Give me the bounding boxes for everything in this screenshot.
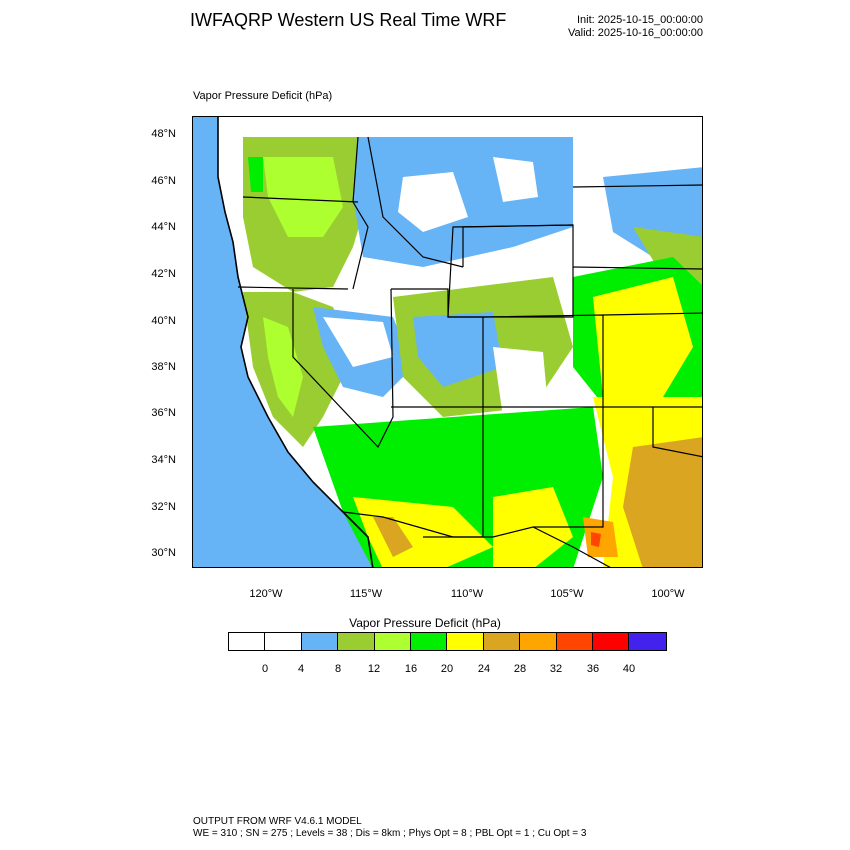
pacific-ocean <box>193 117 373 567</box>
lon-label-110w: 110°W <box>450 588 484 600</box>
footer-model-line: OUTPUT FROM WRF V4.6.1 MODEL <box>193 816 362 827</box>
colorbar-box <box>483 633 521 650</box>
lat-label-44n: 44°N <box>151 221 176 233</box>
wy-box <box>447 224 574 318</box>
coastline <box>217 117 374 567</box>
colorbar-label: 40 <box>622 663 636 675</box>
mt-id-border <box>367 136 464 268</box>
lat-label-34n: 34°N <box>151 454 176 466</box>
colorbar-title: Vapor Pressure Deficit (hPa) <box>349 616 501 630</box>
lat-label-36n: 36°N <box>151 407 176 419</box>
lon-label-100w: 100°W <box>651 588 685 600</box>
colorbar-box <box>265 633 302 650</box>
nv-border <box>292 288 394 449</box>
lat-label-32n: 32°N <box>151 501 176 513</box>
panel-title: Vapor Pressure Deficit (hPa) <box>193 90 333 102</box>
id-west-border <box>352 136 369 290</box>
colorbar-label: 4 <box>297 663 305 675</box>
lon-label-115w: 115°W <box>349 588 383 600</box>
colorbar-box <box>520 633 557 650</box>
lat-label-46n: 46°N <box>151 175 176 187</box>
colorbar-label: 20 <box>440 663 454 675</box>
valid-time: Valid: 2025-10-16_00:00:00 <box>568 27 703 39</box>
lat-label-42n: 42°N <box>151 268 176 280</box>
colorbar-box <box>229 633 266 650</box>
colorbar-label: 8 <box>334 663 342 675</box>
vpd-patch <box>623 437 702 567</box>
vpd-patch <box>263 317 303 417</box>
lon-label-105w: 105°W <box>550 588 584 600</box>
colorbar-box <box>410 633 448 650</box>
colorbar-box <box>374 633 411 650</box>
vpd-patch <box>373 517 413 557</box>
vpd-patch <box>593 277 693 397</box>
state-boundaries <box>237 136 702 567</box>
lat-label-30n: 30°N <box>151 547 176 559</box>
lat-label-48n: 48°N <box>151 128 176 140</box>
lon-label-120w: 120°W <box>249 588 283 600</box>
vpd-patch <box>591 532 601 547</box>
colorbar-box <box>301 633 339 650</box>
colorbar-label: 0 <box>261 663 269 675</box>
colorbar-label: 32 <box>549 663 563 675</box>
vpd-patch <box>493 347 548 417</box>
ut-border <box>391 288 484 408</box>
colorbar-box <box>447 633 484 650</box>
sd-ne-border <box>572 266 702 270</box>
lat-label-40n: 40°N <box>151 315 176 327</box>
vpd-patch <box>413 312 503 387</box>
colorbar-label: 36 <box>586 663 600 675</box>
footer-config-line: WE = 310 ; SN = 275 ; Levels = 38 ; Dis … <box>193 828 587 839</box>
vpd-map <box>192 116 703 568</box>
mexico-border <box>342 511 611 567</box>
wa-or-border <box>242 196 359 203</box>
vpd-patch <box>398 172 468 232</box>
vpd-patch <box>263 157 343 237</box>
vpd-map-canvas <box>193 117 702 567</box>
vpd-patch <box>248 157 263 192</box>
vpd-patch <box>493 157 538 202</box>
colorbar-label: 16 <box>404 663 418 675</box>
co-box <box>482 314 604 408</box>
init-time: Init: 2025-10-15_00:00:00 <box>577 14 703 26</box>
colorbar-box <box>338 633 375 650</box>
colorbar-box <box>592 633 630 650</box>
or-ca-border <box>237 286 349 290</box>
lat-label-38n: 38°N <box>151 361 176 373</box>
colorbar-box <box>629 633 666 650</box>
colorbar-label: 28 <box>513 663 527 675</box>
vpd-patch <box>323 317 393 367</box>
colorbar <box>228 632 667 651</box>
nd-sd-border <box>572 184 702 188</box>
ok-tx-border <box>652 407 702 458</box>
main-title: IWFAQRP Western US Real Time WRF <box>190 10 507 30</box>
ne-ks-border <box>602 312 702 316</box>
nm-east <box>533 407 604 528</box>
vpd-patch <box>353 497 493 567</box>
colorbar-label: 12 <box>367 663 381 675</box>
colorbar-box <box>556 633 593 650</box>
colorbar-label: 24 <box>477 663 491 675</box>
